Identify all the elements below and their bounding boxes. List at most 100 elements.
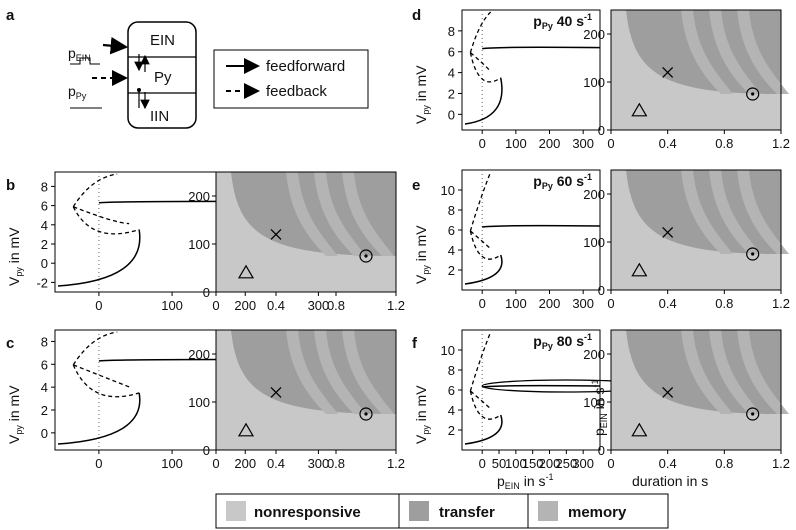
stable-upper-branch — [482, 384, 601, 388]
y-axis-label: Vpy in mV — [413, 225, 431, 284]
unstable-middle-branch — [72, 364, 140, 398]
x-tick-label: 150 — [522, 456, 544, 471]
x-tick-label: 300 — [572, 136, 594, 151]
x-tick-label: 300 — [572, 296, 594, 311]
x-tick-label: 100 — [505, 136, 527, 151]
triangle-marker — [631, 422, 648, 437]
x-tick-label: 0 — [479, 136, 486, 151]
y-tick-label: 8 — [448, 24, 455, 39]
y-tick-label: 10 — [441, 343, 455, 358]
x-tick-label: 300 — [308, 456, 330, 471]
stable-lower-branch — [464, 414, 503, 445]
pulse-icon — [70, 57, 100, 65]
x-tick-label: 100 — [505, 296, 527, 311]
x-tick-label: 0 — [212, 456, 219, 471]
y-axis-label: Vpy in mV — [413, 385, 431, 444]
x-tick-label: 0.8 — [715, 136, 733, 151]
y-tick-label: 0 — [41, 256, 48, 271]
x-tick-label: 0 — [607, 456, 614, 471]
memory-band — [681, 10, 733, 94]
y-axis-label: Vpy in mV — [6, 227, 24, 286]
swatch-transfer — [409, 501, 429, 521]
unstable-middle-branch — [72, 206, 140, 235]
x-tick-label: 1.2 — [387, 298, 405, 313]
x-tick-label: 300 — [572, 456, 594, 471]
unstable-upper-branch — [72, 173, 118, 208]
x-tick-label: 200 — [234, 456, 256, 471]
memory-band — [314, 330, 366, 414]
panel-rate-label: pPy 80 s-1 — [533, 332, 592, 351]
x-tick-label: 0 — [607, 296, 614, 311]
input-ein-label: pEIN — [68, 45, 91, 63]
unstable-inner-branch — [469, 230, 492, 250]
y-tick-label: 0 — [448, 107, 455, 122]
y-tick-label: 200 — [188, 189, 210, 204]
legend-feedforward: feedforward — [266, 58, 345, 75]
y-tick-label: 2 — [41, 237, 48, 252]
triangle-marker — [237, 422, 255, 437]
cross-marker — [662, 226, 674, 238]
y-tick-label: 4 — [41, 218, 48, 233]
y-tick-label: 200 — [583, 27, 605, 42]
x-tick-label: 200 — [234, 298, 256, 313]
panel-rate-label: pPy 60 s-1 — [533, 172, 592, 191]
panel-letter-c: c — [6, 335, 14, 352]
x-tick-label: 0 — [95, 456, 102, 471]
region-legend-box — [215, 493, 669, 529]
y-axis-label-right: pEIN in s-1 — [590, 379, 609, 436]
x-tick-label: 300 — [308, 298, 330, 313]
circle-marker-dot — [751, 252, 755, 256]
phase-map-frame — [610, 169, 782, 291]
y-tick-label: 6 — [41, 199, 48, 214]
legend-nonresponsive: nonresponsive — [254, 504, 361, 521]
triangle-marker — [631, 102, 648, 117]
x-tick-label: 0 — [607, 136, 614, 151]
circle-marker-dot — [364, 412, 368, 416]
feedforward-input-arrow — [102, 36, 129, 55]
circle-marker — [746, 247, 760, 261]
x-tick-label: 0.8 — [327, 298, 345, 313]
unstable-upper-branch — [469, 171, 492, 232]
memory-band — [314, 172, 366, 256]
y-axis-label: Vpy in mV — [413, 65, 431, 124]
y-axis-label: Vpy in mV — [6, 385, 24, 444]
y-tick-label: 6 — [41, 357, 48, 372]
panel-letter-b: b — [6, 177, 15, 194]
panel-a: a EIN Py IIN pEIN pPy feedforward feedba… — [6, 7, 369, 129]
circle-marker — [359, 407, 373, 421]
cross-marker — [662, 386, 674, 398]
box-label-py: Py — [154, 69, 172, 86]
box-label-ein: EIN — [150, 32, 175, 49]
unstable-inner-branch — [73, 206, 130, 225]
x-tick-label: 0 — [479, 296, 486, 311]
y-tick-label: 4 — [448, 403, 455, 418]
bifurcation-axes-f — [461, 329, 601, 451]
y-tick-label: 200 — [583, 347, 605, 362]
y-tick-label: 0 — [203, 285, 210, 300]
stable-lower-branch — [57, 392, 141, 445]
stable-upper-branch — [482, 46, 601, 50]
phase-map-frame — [215, 329, 397, 451]
phase-map-frame — [610, 329, 782, 451]
y-tick-label: 6 — [448, 45, 455, 60]
x-tick-label: 0.4 — [267, 456, 285, 471]
y-tick-label: 6 — [448, 223, 455, 238]
circle-marker-dot — [751, 412, 755, 416]
y-tick-label: 10 — [441, 183, 455, 198]
x-tick-label: 0.8 — [715, 296, 733, 311]
panel-d: d 0 100 200 300 0 2 4 6 8 Vpy in mV pPy 40 s-1 0 0.4 0… — [412, 7, 790, 151]
memory-band — [286, 330, 338, 414]
x-tick-label: 0 — [479, 456, 486, 471]
x-tick-label: 100 — [161, 298, 183, 313]
x-tick-label: 250 — [555, 456, 577, 471]
x-tick-label: 1.2 — [772, 296, 790, 311]
stable-lower-branch — [57, 229, 141, 287]
x-tick-label: 0 — [212, 298, 219, 313]
input-py-label: pPy — [68, 83, 87, 101]
x-tick-label: 0.4 — [659, 296, 677, 311]
triangle-marker — [631, 262, 648, 277]
